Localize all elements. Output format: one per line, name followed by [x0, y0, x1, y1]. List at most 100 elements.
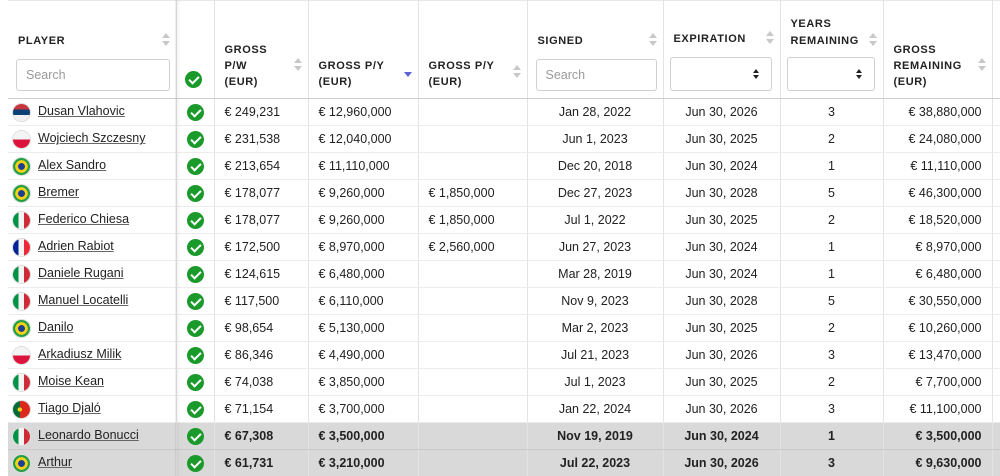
player-cell: Tiago Djaló: [8, 395, 177, 423]
player-cell: Daniele Rugani: [8, 260, 177, 288]
sort-expiration-icon[interactable]: [765, 31, 774, 45]
brazil-flag-icon: [13, 319, 30, 337]
gross-py2-cell: [418, 260, 528, 288]
gross-py-cell: € 9,260,000: [308, 179, 419, 207]
years-select[interactable]: [786, 57, 875, 91]
col-signed[interactable]: SIGNED: [527, 0, 664, 99]
player-link[interactable]: Bremer: [38, 185, 79, 200]
player-link[interactable]: Moise Kean: [38, 374, 105, 389]
italy-flag-icon: [13, 211, 30, 229]
signed-cell: Jul 22, 2023: [527, 449, 664, 476]
check-circle-icon: [186, 211, 204, 229]
table-row: Moise Kean € 74,038 € 3,850,000 Jul 1, 2023…: [8, 368, 1000, 396]
col-years-remaining[interactable]: YEARS REMAINING: [780, 0, 884, 99]
player-cell: Alex Sandro: [8, 152, 177, 180]
player-link[interactable]: Arthur: [38, 455, 73, 470]
gross-py2-cell: [418, 395, 528, 423]
gross-remaining-cell: € 9,630,000: [883, 449, 993, 476]
col-player[interactable]: PLAYER: [8, 0, 177, 99]
sort-gross-py2-icon[interactable]: [512, 65, 521, 79]
table-row: Wojciech Szczesny € 231,538 € 12,040,000 Ju…: [8, 125, 1000, 153]
signed-cell: Jan 22, 2024: [527, 395, 664, 423]
gross-rem-line2: REMAINING: [893, 60, 962, 72]
check-cell: [176, 395, 215, 423]
gross-py-cell: € 5,130,000: [308, 314, 419, 342]
player-link[interactable]: Dusan Vlahovic: [38, 104, 125, 119]
gross-remaining-cell: € 3,500,000: [883, 422, 993, 450]
check-cell: [176, 260, 215, 288]
check-cell: [176, 422, 215, 450]
col-cut-off[interactable]: G (: [992, 0, 1000, 99]
player-link[interactable]: Federico Chiesa: [38, 212, 130, 227]
gross-py2-cell: [418, 287, 528, 315]
col-gross-py[interactable]: GROSS P/Y (EUR): [308, 0, 419, 99]
signed-search-input[interactable]: [535, 59, 657, 91]
sort-player-icon[interactable]: [161, 33, 170, 47]
col-gross-pw[interactable]: GROSS P/W (EUR): [214, 0, 309, 99]
player-link[interactable]: Daniele Rugani: [38, 266, 124, 281]
signed-cell: Nov 19, 2019: [527, 422, 664, 450]
sort-gross-rem-icon[interactable]: [977, 58, 986, 72]
check-circle-icon: [186, 130, 204, 148]
italy-flag-icon: [13, 427, 30, 445]
signed-cell: Mar 28, 2019: [527, 260, 664, 288]
gross-py-cell: € 9,260,000: [308, 206, 419, 234]
years-line2: REMAINING: [790, 35, 859, 47]
gross-py-cell: € 3,700,000: [308, 395, 419, 423]
sort-years-icon[interactable]: [868, 33, 877, 47]
check-cell: [176, 179, 215, 207]
player-link[interactable]: Arkadiusz Milik: [38, 347, 122, 362]
expiration-cell: Jun 30, 2025: [663, 368, 781, 396]
cut-off-cell: [992, 314, 1000, 342]
check-cell: [176, 368, 215, 396]
gross-py-cell: € 12,960,000: [308, 98, 419, 126]
gross-py2-line1: GROSS P/Y: [428, 60, 495, 72]
sort-desc-active-icon[interactable]: [403, 67, 412, 81]
player-link[interactable]: Manuel Locatelli: [38, 293, 129, 308]
table-row: Dusan Vlahovic € 249,231 € 12,960,000 Jan 2…: [8, 98, 1000, 126]
check-circle-icon: [186, 292, 204, 310]
player-link[interactable]: Tiago Djaló: [38, 401, 101, 416]
check-cell: [176, 98, 215, 126]
years-remaining-cell: 3: [780, 395, 884, 423]
gross-py-line1: GROSS P/Y: [318, 60, 385, 72]
gross-pw-cell: € 67,308: [214, 422, 309, 450]
player-search-input[interactable]: [16, 59, 170, 91]
years-remaining-cell: 1: [780, 152, 884, 180]
player-link[interactable]: Wojciech Szczesny: [38, 131, 146, 146]
cut-off-cell: [992, 233, 1000, 261]
gross-py2-line2: (EUR): [428, 76, 463, 88]
gross-pw-cell: € 117,500: [214, 287, 309, 315]
signed-cell: Jul 1, 2023: [527, 368, 664, 396]
player-link[interactable]: Leonardo Bonucci: [38, 428, 139, 443]
gross-pw-line2: P/W: [224, 60, 248, 72]
expiration-cell: Jun 30, 2028: [663, 287, 781, 315]
col-expiration[interactable]: EXPIRATION: [663, 0, 781, 99]
header-row: PLAYER GROSS P/W (EUR) GROSS P/Y (EUR): [8, 0, 1000, 99]
gross-py-line2: (EUR): [318, 76, 353, 88]
col-gross-remaining[interactable]: GROSS REMAINING (EUR): [883, 0, 993, 99]
expiration-cell: Jun 30, 2026: [663, 449, 781, 476]
gross-remaining-cell: € 18,520,000: [883, 206, 993, 234]
gross-remaining-cell: € 8,970,000: [883, 233, 993, 261]
sort-gross-pw-icon[interactable]: [293, 58, 302, 72]
expiration-cell: Jun 30, 2024: [663, 422, 781, 450]
gross-py-cell: € 11,110,000: [308, 152, 419, 180]
player-link[interactable]: Adrien Rabiot: [38, 239, 114, 254]
gross-pw-cell: € 231,538: [214, 125, 309, 153]
years-remaining-cell: 1: [780, 233, 884, 261]
table-row: Bremer € 178,077 € 9,260,000 € 1,850,000 Dec…: [8, 179, 1000, 207]
expiration-select[interactable]: [669, 57, 772, 91]
signed-cell: Dec 20, 2018: [527, 152, 664, 180]
sort-signed-icon[interactable]: [648, 33, 657, 47]
years-remaining-cell: 2: [780, 368, 884, 396]
player-link[interactable]: Danilo: [38, 320, 74, 335]
player-cell: Arthur: [8, 449, 177, 476]
player-link[interactable]: Alex Sandro: [38, 158, 107, 173]
col-gross-py-2[interactable]: GROSS P/Y (EUR): [418, 0, 528, 99]
table-body: Dusan Vlahovic € 249,231 € 12,960,000 Jan 2…: [8, 98, 1000, 476]
gross-py2-cell: [418, 449, 528, 476]
check-circle-icon: [186, 157, 204, 175]
gross-pw-cell: € 98,654: [214, 314, 309, 342]
